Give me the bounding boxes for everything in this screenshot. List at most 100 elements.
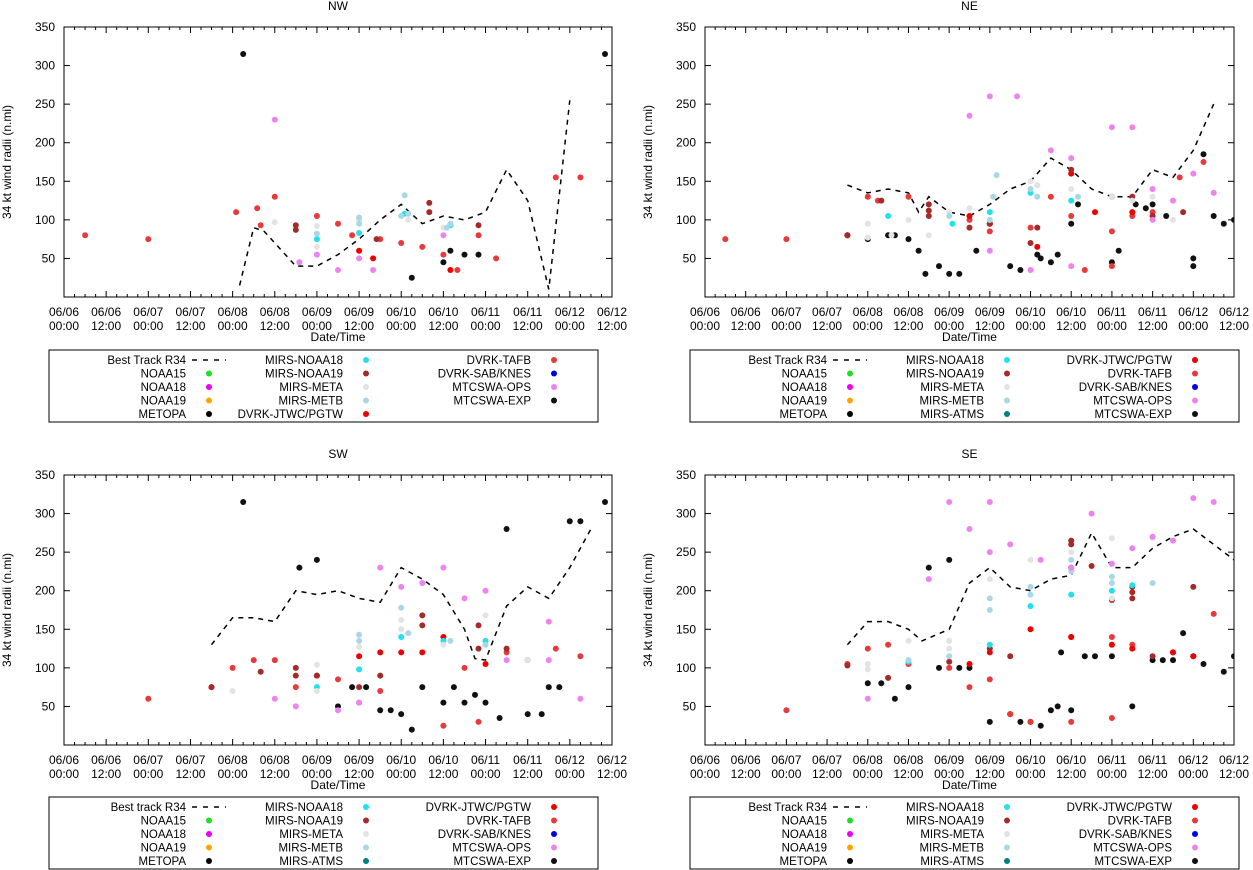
point-dvrk-tafb (1108, 634, 1115, 640)
x-tick-label-date: 06/11 (1097, 305, 1126, 319)
point-mirs-meta (356, 644, 363, 650)
point-mirs-metb (1149, 580, 1156, 586)
point-dvrk-tafb (1068, 718, 1075, 725)
point-dvrk-tafb (1200, 159, 1207, 165)
legend-swatch-dot (1192, 804, 1198, 810)
legend-swatch-dot (847, 411, 853, 417)
x-tick-label-date: 06/07 (771, 753, 801, 767)
point-mtcswa-ops (545, 618, 552, 625)
point-mirs-meta (1068, 186, 1075, 192)
point-mirs-noaa18 (356, 230, 363, 236)
point-mirs-metb (1068, 556, 1075, 563)
point-dvrk-jtwc-pgtw (482, 661, 489, 667)
x-tick-label-date: 06/08 (893, 305, 923, 319)
legend-swatch-dot (1004, 858, 1010, 864)
point-mirs-meta (313, 688, 320, 694)
point-mtcswa-ops (398, 583, 405, 590)
x-tick-label-date: 06/10 (1016, 305, 1046, 319)
point-mtcswa-ops (1210, 189, 1217, 196)
legend-label: DVRK-TAFB (1108, 816, 1173, 828)
x-tick-label-date: 06/12 (555, 753, 585, 767)
y-tick-label: 350 (35, 468, 55, 482)
x-tick-label-time: 12:00 (812, 319, 842, 333)
point-mtcswa-exp (496, 715, 503, 721)
point-dvrk-jtwc-pgtw (1068, 634, 1075, 640)
point-mtcswa-exp (296, 564, 303, 571)
point-mtcswa-exp (1054, 703, 1061, 710)
point-mirs-noaa19 (1149, 653, 1156, 660)
point-mtcswa-ops (1007, 541, 1014, 548)
x-tick-label-time: 12:00 (1219, 319, 1249, 333)
point-mtcswa-ops (1068, 564, 1075, 571)
legend-label: NOAA19 (141, 843, 186, 855)
point-dvrk-tafb (254, 205, 261, 212)
y-tick-label: 200 (676, 136, 696, 150)
legend-swatch-dot (1004, 831, 1010, 837)
x-tick-label-time: 12:00 (513, 767, 543, 781)
legend-label: MTCSWA-OPS (452, 382, 531, 394)
point-mtcswa-exp (556, 684, 563, 691)
point-dvrk-tafb (1108, 715, 1115, 721)
y-tick-label: 250 (35, 97, 55, 111)
point-mtcswa-ops (1149, 216, 1156, 223)
x-tick-label-time: 12:00 (91, 319, 121, 333)
legend-swatch-dot (1004, 384, 1010, 390)
point-mtcswa-exp (472, 691, 478, 698)
legend-label: DVRK-JTWC/PGTW (238, 409, 344, 421)
point-mtcswa-exp (349, 684, 356, 691)
point-mtcswa-ops (986, 549, 993, 556)
point-mtcswa-ops (1108, 124, 1115, 131)
point-dvrk-jtwc-pgtw (1190, 653, 1197, 660)
x-tick-label-time: 12:00 (344, 767, 374, 781)
x-tick-label-date: 06/11 (513, 753, 542, 767)
point-dvrk-tafb (349, 232, 356, 239)
point-mirs-meta (271, 219, 278, 226)
legend-swatch-dot (363, 384, 369, 390)
point-mtcswa-ops (296, 259, 303, 266)
x-tick-label-time: 12:00 (260, 319, 290, 333)
legend-label: MIRS-META (279, 382, 343, 394)
x-tick-label-date: 06/07 (812, 753, 842, 767)
point-mtcswa-exp (925, 564, 932, 571)
point-mtcswa-exp (1075, 201, 1081, 208)
point-mtcswa-exp (398, 711, 405, 718)
x-tick-label-date: 06/09 (975, 753, 1005, 767)
x-tick-label-time: 12:00 (597, 319, 627, 333)
point-mtcswa-exp (1231, 653, 1234, 660)
point-mirs-noaa18 (1129, 582, 1136, 589)
legend-label: MIRS-NOAA19 (265, 369, 343, 381)
x-tick-label-date: 06/09 (302, 305, 332, 319)
x-tick-label-time: 00:00 (1016, 319, 1046, 333)
point-dvrk-jtwc-pgtw (1092, 209, 1098, 216)
point-mtcswa-exp (956, 664, 963, 671)
point-mtcswa-ops (1088, 510, 1095, 517)
chart-title: NE (961, 0, 978, 13)
legend-swatch-dot (1004, 397, 1010, 404)
point-mtcswa-ops (986, 247, 993, 254)
point-mirs-metb (398, 213, 405, 219)
x-tick-label-date: 06/10 (386, 753, 416, 767)
point-dvrk-tafb (1108, 263, 1115, 270)
point-mtcswa-ops (1149, 186, 1156, 192)
legend-label: NOAA18 (141, 382, 186, 394)
point-mtcswa-exp (313, 556, 320, 563)
point-mirs-noaa18 (313, 236, 320, 243)
x-tick-label-date: 06/07 (175, 753, 205, 767)
point-mirs-noaa19 (292, 222, 299, 229)
x-tick-label-time: 12:00 (1056, 319, 1086, 333)
point-dvrk-jtwc-pgtw (966, 213, 973, 219)
point-mtcswa-exp (905, 684, 912, 691)
point-dvrk-jtwc-pgtw (966, 661, 973, 667)
plot-area (722, 93, 1234, 277)
x-tick-label-date: 06/12 (597, 753, 627, 767)
point-dvrk-tafb (905, 193, 912, 200)
y-tick-label: 350 (35, 20, 55, 34)
legend-box (48, 349, 599, 423)
x-tick-label-time: 00:00 (853, 767, 883, 781)
x-tick-label-time: 00:00 (555, 767, 585, 781)
point-mirs-noaa19 (966, 224, 973, 231)
x-tick-label-date: 06/10 (386, 305, 416, 319)
point-mirs-meta (905, 216, 912, 223)
